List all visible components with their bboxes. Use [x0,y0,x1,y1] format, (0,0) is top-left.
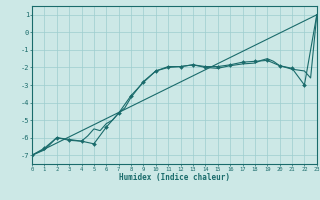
X-axis label: Humidex (Indice chaleur): Humidex (Indice chaleur) [119,173,230,182]
